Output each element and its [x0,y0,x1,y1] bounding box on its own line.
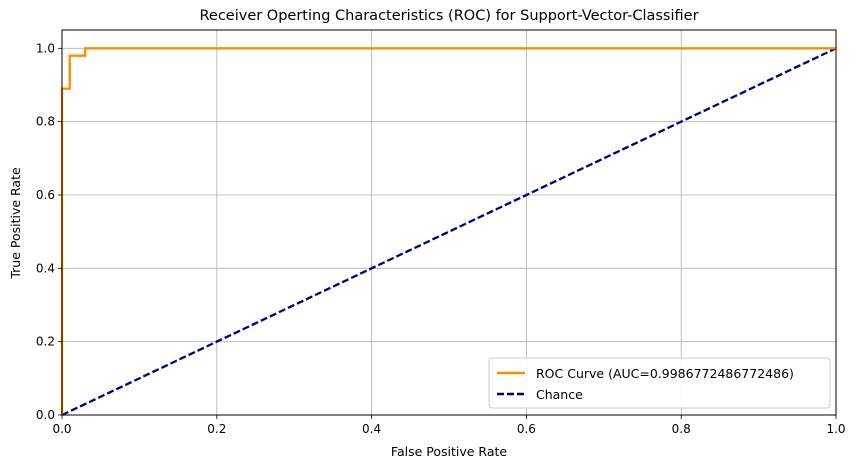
y-axis-ticks: 0.0 0.2 0.4 0.6 0.8 1.0 [36,41,62,422]
legend-label-roc: ROC Curve (AUC=0.9986772486772486) [536,366,794,381]
y-axis-label: True Positive Rate [8,167,23,280]
legend-box [488,357,831,409]
y-tick-label: 0.0 [36,408,55,422]
x-tick-label: 0.8 [672,422,691,436]
y-tick-label: 0.4 [36,261,55,275]
x-axis-ticks: 0.0 0.2 0.4 0.6 0.8 1.0 [52,415,846,436]
x-tick-label: 1.0 [826,422,845,436]
x-tick-label: 0.0 [52,422,71,436]
y-tick-label: 0.2 [36,335,55,349]
x-tick-label: 0.4 [362,422,381,436]
y-tick-label: 0.8 [36,115,55,129]
plot-frame [61,29,837,416]
y-tick-label: 0.6 [36,188,55,202]
x-tick-label: 0.2 [207,422,226,436]
x-axis-label: False Positive Rate [391,444,507,459]
chart-title: Receiver Operting Characteristics (ROC) … [199,8,698,24]
x-tick-label: 0.6 [517,422,536,436]
chance-line [61,47,837,417]
y-tick-label: 1.0 [36,41,55,55]
legend: ROC Curve (AUC=0.9986772486772486) Chanc… [488,357,831,409]
legend-label-chance: Chance [536,387,583,402]
